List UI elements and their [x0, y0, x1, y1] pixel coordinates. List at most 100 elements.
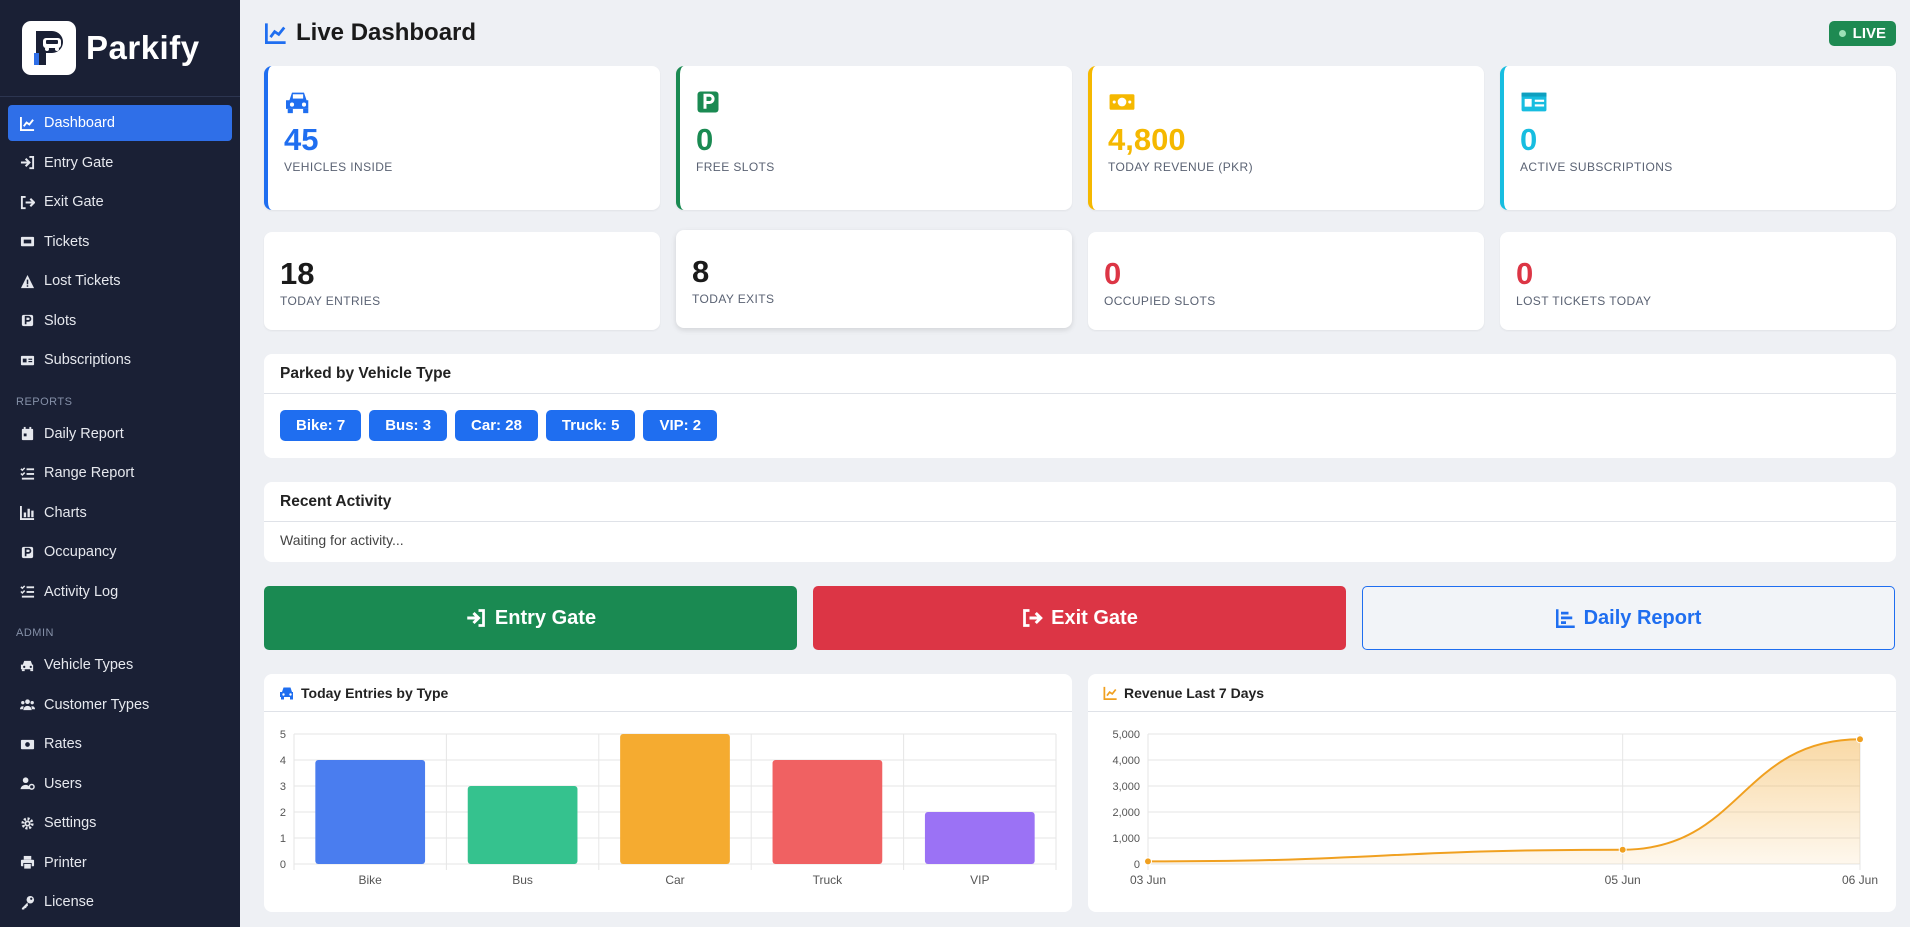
- sidebar-item-label: Slots: [44, 312, 77, 329]
- sidebar-item-label: License: [44, 894, 94, 910]
- sidebar-item-range-report[interactable]: Range Report: [8, 455, 232, 491]
- entry-gate-label: Entry Gate: [494, 606, 597, 629]
- chip-bus: Bus: 3: [369, 410, 448, 441]
- data-point-2: [1856, 735, 1864, 744]
- sidebar-item-label: Exit Gate: [44, 194, 104, 210]
- stat-value: 8: [692, 254, 710, 289]
- bar-bike: [315, 760, 426, 864]
- entries-bar-chart: 0 1 2 3 4 5 Bike Bus Car Truck VIP: [280, 729, 1057, 887]
- stat-card-occupied-slots[interactable]: 0 OCCUPIED SLOTS: [1088, 232, 1484, 330]
- chip-car: Car: 28: [455, 410, 538, 441]
- sidebar-item-tickets[interactable]: Tickets: [8, 224, 232, 260]
- live-dot-icon: [1838, 29, 1846, 37]
- x-tick-label: Car: [665, 873, 684, 887]
- sidebar-item-label: Activity Log: [44, 583, 119, 600]
- stat-value: 4,800: [1108, 122, 1186, 157]
- stat-card-today-revenue[interactable]: 4,800 TODAY REVENUE (PKR): [1088, 66, 1484, 210]
- revenue-area: [1148, 739, 1860, 864]
- sidebar-item-settings[interactable]: Settings: [8, 805, 232, 841]
- stat-label: TODAY REVENUE (PKR): [1108, 160, 1253, 174]
- chart-title-text: Revenue Last 7 Days: [1124, 684, 1265, 701]
- sign-in-icon: [20, 155, 35, 170]
- y-tick-label: 3,000: [1112, 781, 1140, 793]
- sidebar-item-entry-gate[interactable]: Entry Gate: [8, 145, 232, 181]
- sidebar-item-printer[interactable]: Printer: [8, 845, 232, 881]
- sidebar-item-license[interactable]: License: [8, 884, 232, 920]
- daily-report-button[interactable]: Daily Report: [1362, 586, 1895, 650]
- stats-top-row: 45 VEHICLES INSIDE 0 FREE SLOTS 4,800 TO…: [264, 66, 1896, 210]
- parking-icon: [21, 314, 34, 327]
- sidebar-item-subscriptions[interactable]: Subscriptions: [8, 342, 232, 378]
- stat-card-today-exits[interactable]: 8 TODAY EXITS: [676, 230, 1072, 328]
- y-tick-label: 4: [280, 755, 286, 767]
- y-tick-label: 0: [1134, 859, 1140, 871]
- sidebar-item-slots[interactable]: Slots: [8, 303, 232, 339]
- data-point-1: [1618, 845, 1627, 854]
- stat-card-active-subscriptions[interactable]: 0 ACTIVE SUBSCRIPTIONS: [1500, 66, 1896, 210]
- gear-icon: [21, 816, 34, 830]
- revenue-line-chart: 0 1,000 2,000 3,000 4,000 5,000 03 Jun 05 Jun 06…: [1112, 729, 1878, 887]
- sidebar-item-dashboard[interactable]: Dashboard: [8, 105, 232, 141]
- bar-truck: [772, 760, 883, 864]
- sidebar-item-exit-gate[interactable]: Exit Gate: [8, 184, 232, 220]
- sidebar-item-vehicle-types[interactable]: Vehicle Types: [8, 647, 232, 683]
- exit-gate-button[interactable]: Exit Gate: [813, 586, 1346, 650]
- sign-out-icon: [1023, 609, 1044, 627]
- sidebar-item-lost-tickets[interactable]: Lost Tickets: [8, 263, 232, 299]
- sidebar-item-label: Settings: [44, 815, 97, 831]
- parkify-logo-icon: [22, 21, 76, 75]
- stat-label: LOST TICKETS TODAY: [1516, 294, 1652, 308]
- bar-bus: [467, 786, 578, 864]
- recent-activity-panel: Recent Activity Waiting for activity...: [264, 482, 1896, 562]
- chip-truck: Truck: 5: [545, 410, 636, 441]
- panel-title: Parked by Vehicle Type: [264, 354, 1896, 394]
- x-tick-label: 06 Jun: [1842, 873, 1878, 887]
- daily-report-label: Daily Report: [1583, 606, 1702, 629]
- stat-card-today-entries[interactable]: 18 TODAY ENTRIES: [264, 232, 660, 330]
- chip-bike: Bike: 7: [280, 410, 362, 441]
- chart-line-icon: [1103, 686, 1117, 700]
- sidebar-section-admin: ADMIN: [16, 627, 54, 639]
- sidebar-item-label: Rates: [44, 736, 82, 752]
- x-tick-label: Truck: [813, 873, 844, 887]
- y-tick-label: 3: [280, 781, 286, 793]
- chip-vip: VIP: 2: [643, 410, 718, 441]
- y-tick-label: 1: [280, 833, 286, 845]
- sidebar-item-rates[interactable]: Rates: [8, 726, 232, 762]
- sidebar-item-occupancy[interactable]: Occupancy: [8, 534, 232, 570]
- stat-label: VEHICLES INSIDE: [284, 160, 393, 174]
- charts-row: Today Entries by Type 0 1 2 3 4 5 Bike Bus Car Tr…: [264, 674, 1896, 912]
- stat-value: 0: [696, 122, 714, 157]
- x-tick-label: Bike: [359, 873, 383, 887]
- bar-chart-icon: [1555, 609, 1575, 628]
- bar-vip: [924, 812, 1035, 864]
- sidebar-item-charts[interactable]: Charts: [8, 495, 232, 531]
- parking-icon: [696, 90, 1072, 114]
- users-icon: [20, 699, 35, 711]
- sidebar-item-label: Customer Types: [44, 696, 150, 713]
- warning-icon: [20, 274, 35, 288]
- brand[interactable]: Parkify: [0, 0, 240, 97]
- stat-card-free-slots[interactable]: 0 FREE SLOTS: [676, 66, 1072, 210]
- stat-card-lost-tickets-today[interactable]: 0 LOST TICKETS TODAY: [1500, 232, 1896, 330]
- chart-line-icon: [265, 23, 286, 44]
- sidebar-item-label: Daily Report: [44, 425, 124, 442]
- entries-by-type-chart-card: Today Entries by Type 0 1 2 3 4 5 Bike Bus Car Tr…: [264, 674, 1072, 912]
- sidebar-item-activity-log[interactable]: Activity Log: [8, 574, 232, 610]
- y-tick-label: 5: [280, 729, 286, 741]
- sidebar-item-label: Vehicle Types: [44, 657, 134, 673]
- exit-gate-label: Exit Gate: [1051, 606, 1138, 629]
- revenue-chart-card: Revenue Last 7 Days 0 1,000 2,000 3,000 4,00…: [1088, 674, 1896, 912]
- panel-title: Recent Activity: [264, 482, 1896, 522]
- sidebar-item-customer-types[interactable]: Customer Types: [8, 687, 232, 723]
- x-tick-label: VIP: [970, 873, 989, 887]
- y-tick-label: 0: [280, 859, 286, 871]
- sidebar-item-label: Lost Tickets: [44, 273, 121, 289]
- sidebar-item-daily-report[interactable]: Daily Report: [8, 416, 232, 452]
- entry-gate-button[interactable]: Entry Gate: [264, 586, 797, 650]
- sidebar-nav: Dashboard Entry Gate Exit Gate Tickets L…: [0, 97, 240, 920]
- sidebar-item-users[interactable]: Users: [8, 766, 232, 802]
- sidebar-item-label: Dashboard: [44, 115, 115, 131]
- y-tick-label: 4,000: [1112, 755, 1140, 767]
- stat-card-vehicles-inside[interactable]: 45 VEHICLES INSIDE: [264, 66, 660, 210]
